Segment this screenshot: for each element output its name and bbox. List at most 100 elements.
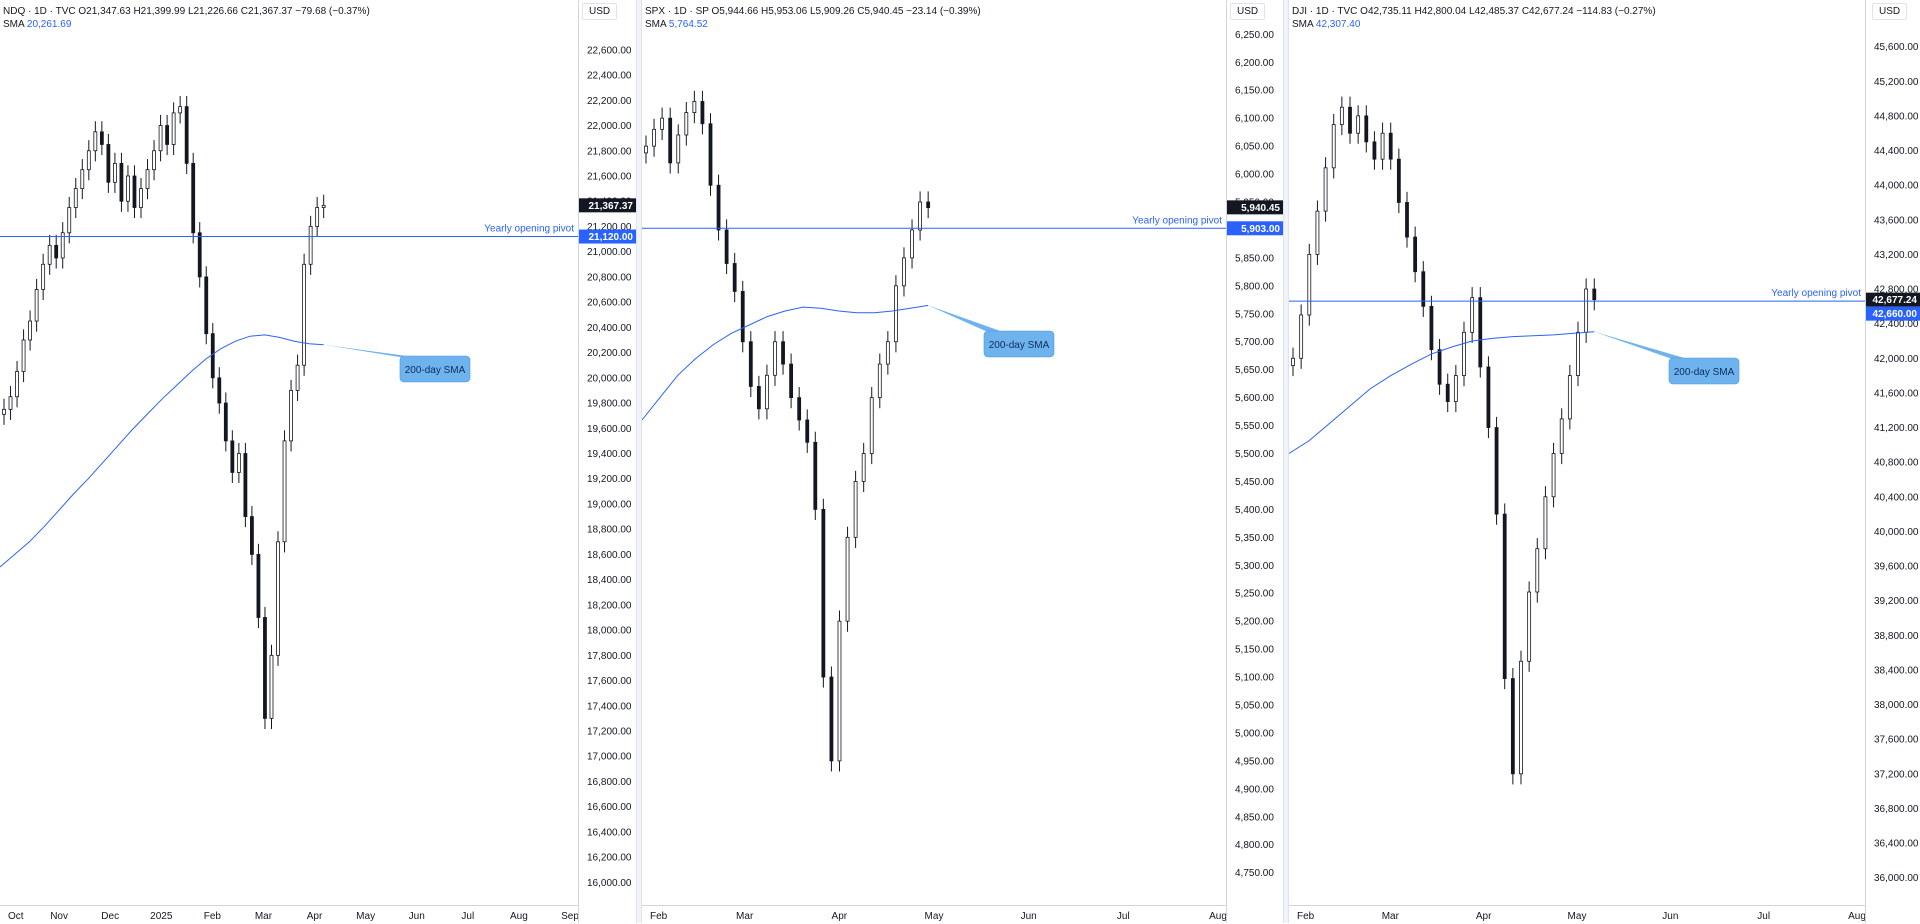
spx-currency-button[interactable]: USD <box>1230 3 1266 20</box>
candle-body <box>2 408 6 415</box>
y-tick-label: 20,200.00 <box>587 348 632 359</box>
last-price-badge <box>1227 200 1284 215</box>
dji-time-axis[interactable]: Feb Mar Apr May Jun Jul Aug <box>1289 905 1865 924</box>
dji-sma-value: 42,307.40 <box>1315 19 1361 30</box>
spx-close: C5,940.45 <box>857 6 904 17</box>
last-price-label: 5,940.45 <box>1241 203 1280 214</box>
panel-divider[interactable] <box>636 0 642 923</box>
candle-body <box>1445 383 1450 402</box>
candle-body <box>236 453 241 473</box>
y-tick-label: 39,200.00 <box>1874 596 1919 607</box>
candle-body <box>1494 427 1499 515</box>
dji-symbol[interactable]: DJI · 1D · TVC <box>1292 6 1358 17</box>
panel-divider[interactable] <box>1283 0 1289 923</box>
y-tick-label: 45,200.00 <box>1874 77 1919 88</box>
x-tick-label: Aug <box>510 911 528 922</box>
ndq-symbol[interactable]: NDQ · 1D · TVC <box>3 6 76 17</box>
y-tick-label: 38,800.00 <box>1874 631 1919 642</box>
dji-change: −114.83 (−0.27%) <box>1576 6 1656 17</box>
y-tick-label: 5,300.00 <box>1235 561 1274 572</box>
y-tick-label: 5,050.00 <box>1235 700 1274 711</box>
candle-body <box>197 232 202 278</box>
y-tick-label: 5,600.00 <box>1235 393 1274 404</box>
y-tick-label: 22,200.00 <box>587 96 632 107</box>
y-tick-label: 4,950.00 <box>1235 756 1274 767</box>
candle-body <box>106 144 111 183</box>
x-tick-label: Jun <box>1662 911 1678 922</box>
sma-callout-box <box>399 355 471 383</box>
y-tick-label: 5,700.00 <box>1235 337 1274 348</box>
y-tick-label: 6,000.00 <box>1235 170 1274 181</box>
y-tick-label: 5,000.00 <box>1235 728 1274 739</box>
x-tick-label: Aug <box>1209 911 1226 922</box>
sma-callout-pointer <box>1594 331 1691 360</box>
ndq-time-axis[interactable]: Oct Nov Dec 2025 Feb Mar Apr May Jun Jul Aug Sep <box>0 905 578 924</box>
y-tick-label: 5,100.00 <box>1235 673 1274 684</box>
candle-body <box>910 229 914 259</box>
dji-plot-area[interactable]: Yearly opening pivot 200-day SMA <box>1289 0 1865 905</box>
spx-price-axis[interactable]: 6,250.00 6,200.00 6,150.00 6,100.00 6,050.00… <box>1226 0 1284 923</box>
y-tick-label: 42,000.00 <box>1874 354 1919 365</box>
candle-body <box>1372 141 1377 160</box>
x-tick-label: Oct <box>8 911 24 922</box>
spx-high: H5,953.06 <box>761 6 808 17</box>
y-tick-label: 37,200.00 <box>1874 769 1919 780</box>
candle-body <box>1291 357 1295 366</box>
y-tick-label: 4,750.00 <box>1235 868 1274 879</box>
spx-time-axis[interactable]: Feb Mar Apr May Jun Jul Aug <box>642 905 1226 924</box>
candle-body <box>877 363 882 399</box>
x-tick-label: Sep <box>561 911 578 922</box>
candle-body <box>321 204 326 208</box>
sma-callout-pointer <box>323 344 422 358</box>
ndq-plot-area[interactable]: Yearly opening pivot 200-day SMA <box>0 0 578 905</box>
candle-body <box>1348 106 1352 134</box>
candle-body <box>716 184 721 231</box>
dji-sma-label[interactable]: SMA <box>1292 19 1314 30</box>
ndq-sma-label[interactable]: SMA <box>3 19 25 30</box>
candle-body <box>60 232 65 259</box>
dji-price-axis[interactable]: 45,600.00 45,200.00 44,800.00 44,400.00 44,0… <box>1865 0 1920 923</box>
dji-currency-button[interactable]: USD <box>1872 3 1908 20</box>
spx-sma-label[interactable]: SMA <box>645 19 667 30</box>
x-tick-label: May <box>925 911 944 922</box>
candle-body <box>894 285 898 343</box>
candle-body <box>805 419 810 443</box>
spx-plot-area[interactable]: Yearly opening pivot 200-day SMA <box>642 0 1226 905</box>
candle-body <box>1307 253 1312 316</box>
y-tick-label: 19,400.00 <box>587 449 632 460</box>
spx-symbol[interactable]: SPX · 1D · SP <box>645 6 709 17</box>
candle-body <box>282 440 287 543</box>
candle-body <box>191 162 196 234</box>
y-tick-label: 16,000.00 <box>587 878 632 889</box>
candle-body <box>119 162 124 202</box>
x-tick-label: Dec <box>101 911 119 922</box>
y-tick-label: 16,200.00 <box>587 853 632 864</box>
y-tick-label: 21,200.00 <box>587 222 632 233</box>
sma-callout-label: 200-day SMA <box>1674 367 1735 378</box>
y-tick-label: 39,600.00 <box>1874 562 1919 573</box>
y-tick-label: 5,150.00 <box>1235 645 1274 656</box>
sma-line <box>642 304 929 421</box>
spx-legend: SPX · 1D · SP O5,944.66 H5,953.06 L5,909… <box>645 5 981 31</box>
y-tick-label: 5,800.00 <box>1235 281 1274 292</box>
ndq-price-axis[interactable]: 22,600.00 22,400.00 22,200.00 22,000.00 21,8… <box>578 0 637 923</box>
spx-sma-value: 5,764.52 <box>668 19 708 30</box>
x-tick-label: Jul <box>1117 911 1130 922</box>
y-tick-label: 20,600.00 <box>587 298 632 309</box>
y-tick-label: 22,000.00 <box>587 121 632 132</box>
candle-body <box>308 226 313 265</box>
candle-body <box>223 402 228 442</box>
candle-body <box>67 207 72 234</box>
candle-body <box>773 341 777 376</box>
pivot-label: Yearly opening pivot <box>484 224 574 235</box>
candle-body <box>652 128 656 147</box>
candle-body <box>660 117 665 130</box>
candle-body <box>8 396 13 410</box>
candle-body <box>1323 167 1328 212</box>
sma-line <box>1289 331 1595 454</box>
sma-callout-pointer <box>928 305 1006 333</box>
y-tick-label: 44,400.00 <box>1874 146 1919 157</box>
candle-body <box>217 377 222 404</box>
spx-low: L5,909.26 <box>809 6 855 17</box>
ndq-currency-button[interactable]: USD <box>582 3 618 20</box>
